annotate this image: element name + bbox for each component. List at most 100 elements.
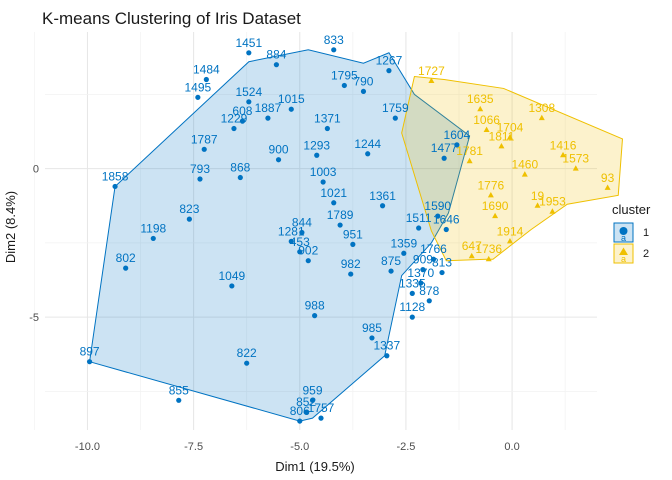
cluster-1-point [386, 68, 392, 74]
y-tick-label: -5 [29, 312, 39, 324]
cluster-1-point [324, 125, 330, 132]
cluster-1-point [392, 115, 398, 121]
cluster-1-point-label: 1604 [444, 128, 471, 142]
cluster-1-point [150, 235, 156, 242]
cluster-1-point [123, 265, 129, 271]
cluster-1-point [309, 397, 316, 403]
cluster-1-point-label: 1646 [433, 213, 460, 227]
cluster-2-point-label: 93 [601, 171, 615, 185]
cluster-1-point-label: 1370 [407, 266, 434, 280]
cluster-2-point [466, 157, 473, 164]
cluster-1-point-label: 802 [116, 251, 136, 265]
cluster-2-point [477, 105, 484, 112]
data-points [86, 47, 611, 424]
cluster-2-point [506, 237, 513, 244]
cluster-1-point-label: 1281 [278, 224, 305, 238]
x-tick-label: 0.0 [504, 441, 519, 453]
x-axis-title: Dim1 (19.5%) [275, 459, 354, 474]
legend-marker-2 [619, 247, 628, 255]
cluster-2-point [534, 202, 541, 208]
cluster-2-point [492, 212, 499, 219]
cluster-1-point [348, 271, 354, 277]
cluster-1-point [197, 176, 203, 182]
cluster-1-point-label: 982 [341, 257, 361, 271]
cluster-2-point-label: 1811 [489, 129, 515, 143]
cluster-2-point-label: 1953 [539, 195, 566, 209]
cluster-1-point [426, 298, 432, 304]
cluster-1-point [360, 88, 367, 95]
cluster-2-point-label: 1914 [497, 224, 524, 238]
cluster-1-point [299, 229, 305, 236]
cluster-2-point [485, 255, 492, 262]
cluster-1-point-label: 878 [419, 284, 439, 298]
cluster-1-point [320, 179, 326, 185]
cluster-1-point [369, 335, 375, 341]
cluster-1-point [435, 213, 441, 219]
cluster-1-point [409, 314, 415, 320]
cluster-2-point-label: 647 [462, 239, 482, 253]
cluster-2-point-label: 19 [531, 189, 545, 203]
cluster-1-point [401, 250, 407, 256]
cluster-1-point [244, 360, 250, 366]
cluster-1-point-label: 1267 [376, 54, 403, 68]
cluster-1-point-label: 1229 [221, 112, 248, 126]
cluster-1-point [312, 313, 318, 319]
legend-items: a 1 a 2 [613, 222, 649, 264]
cluster-2-point [521, 171, 528, 177]
cluster-2-point [483, 126, 490, 133]
cluster-1-point [288, 106, 294, 112]
legend-title: cluster [612, 202, 651, 217]
cluster-1-point-label: 813 [432, 256, 452, 270]
cluster-1-point-label: 1759 [382, 101, 409, 115]
legend-marker-1 [619, 227, 628, 235]
cluster-1-point-label: 900 [269, 143, 289, 157]
cluster-1-point-label: 1757 [308, 401, 335, 415]
cluster-1-point [239, 118, 246, 124]
cluster-1-point [86, 359, 93, 365]
cluster-1-point [384, 353, 390, 359]
cluster-1-point [430, 256, 437, 262]
cluster-1-point-label: 1590 [424, 199, 451, 213]
cluster-2-point [468, 252, 475, 259]
cluster-1-point-label: 875 [381, 254, 401, 268]
cluster-1-point [201, 146, 207, 152]
cluster-1-point [186, 216, 192, 222]
cluster-1-point-label: 823 [179, 202, 199, 216]
point-labels: 1858 802 897 1198 855 823 793 1787 1495 1484 1229 8… [80, 33, 615, 418]
cluster-2-point-label: 1727 [418, 64, 445, 78]
cluster-1-point [305, 258, 311, 264]
cluster-1-point-label: 1335 [399, 276, 426, 290]
cluster-1-point-label: 1789 [327, 208, 354, 222]
legend-key-glyph-1: a [621, 233, 626, 243]
cluster-1-point-label: 1451 [235, 36, 262, 50]
cluster-1-point-label: 1524 [235, 85, 262, 99]
cluster-2-point-label: 1776 [477, 178, 504, 192]
cluster-1-point-label: 988 [305, 299, 325, 313]
cluster-2-point [560, 151, 567, 158]
cluster-1-point [231, 125, 237, 132]
cluster-2-point-label: 1460 [511, 158, 538, 172]
cluster-2-point [498, 142, 505, 149]
cluster-2-point-label: 1308 [528, 101, 555, 115]
cluster-1-point-label: 897 [80, 345, 100, 359]
cluster-2-point-label: 1066 [473, 113, 500, 127]
cluster-1-point [275, 157, 282, 163]
cluster-1-point [341, 82, 347, 89]
y-tick-label: 0 [33, 164, 39, 176]
cluster-1-point [365, 151, 371, 157]
cluster-2-point [506, 134, 513, 140]
cluster-2-point [604, 184, 611, 190]
cluster-1-hull [89, 49, 471, 422]
cluster-1-point-label: 1359 [390, 236, 417, 250]
cluster-1-point [318, 415, 324, 421]
cluster-1-point-label: 822 [237, 346, 257, 360]
cluster-1-point [337, 222, 343, 228]
cluster-1-point [441, 155, 447, 161]
cluster-1-point [203, 76, 209, 83]
cluster-1-point [229, 283, 235, 289]
cluster-1-point-label: 1128 [399, 300, 425, 314]
cluster-2-point-label: 1781 [456, 144, 483, 158]
cluster-1-point-label: 1484 [193, 63, 220, 77]
chart-title: K-means Clustering of Iris Dataset [42, 9, 301, 28]
cluster-1-point-label: 1003 [310, 165, 337, 179]
